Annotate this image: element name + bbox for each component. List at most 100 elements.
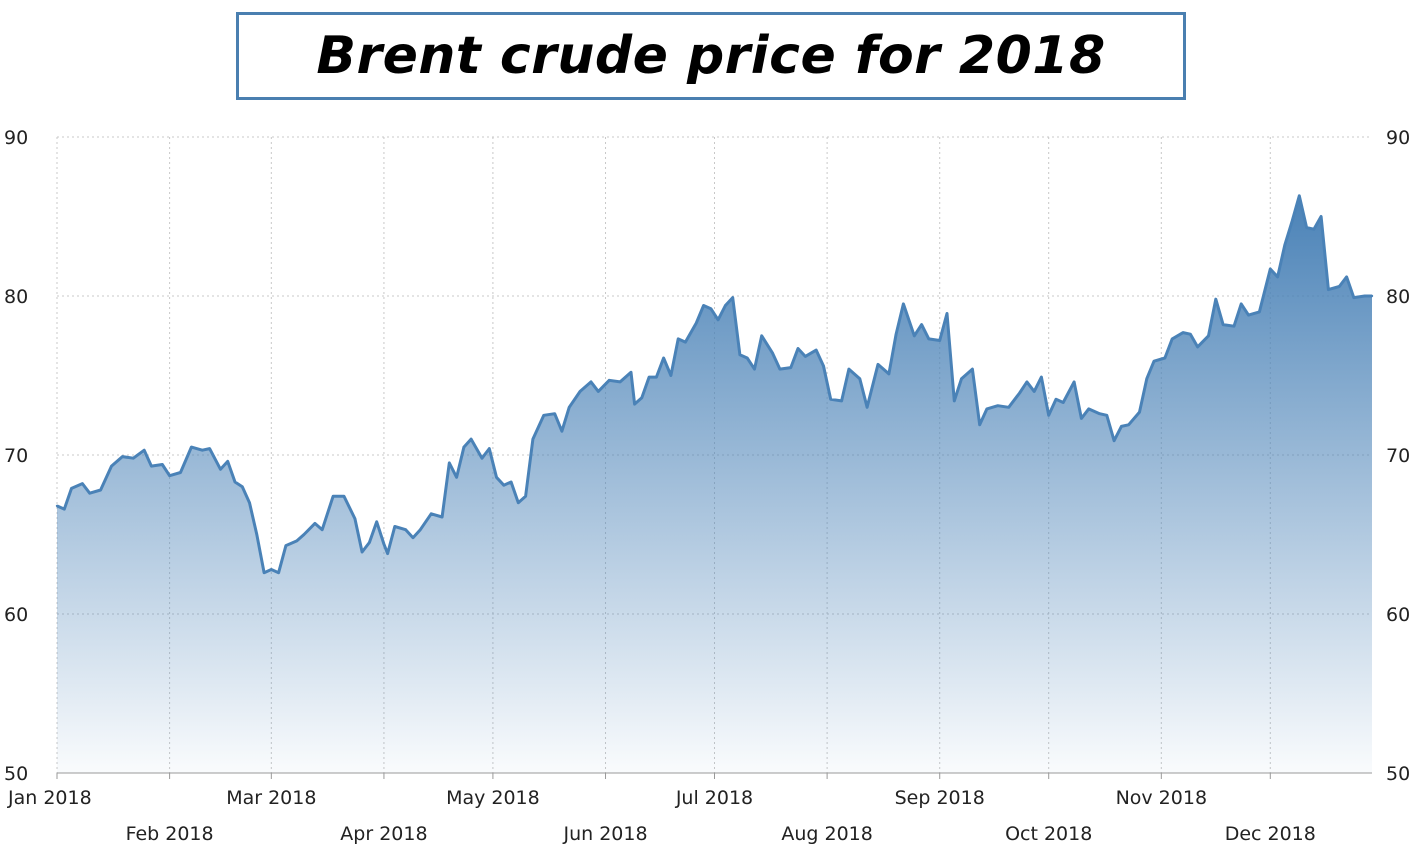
price-point (568, 406, 571, 409)
price-point (313, 522, 317, 525)
price-point (920, 323, 923, 326)
price-point (524, 495, 527, 498)
price-point (760, 334, 763, 337)
price-point (241, 485, 244, 488)
price-point (1054, 398, 1058, 401)
price-point (132, 457, 135, 460)
y-tick-label-left: 70 (4, 445, 28, 467)
price-point (1269, 267, 1272, 271)
price-point (985, 407, 989, 411)
x-tick-label: Nov 2018 (1116, 787, 1207, 809)
price-point (655, 375, 658, 379)
price-point (55, 504, 59, 508)
price-point (462, 445, 466, 449)
price-point (386, 552, 389, 555)
price-point (709, 307, 713, 310)
price-point (531, 437, 535, 441)
price-point (1276, 275, 1279, 279)
price-point (1363, 294, 1366, 298)
price-point (1305, 226, 1308, 229)
price-point (1138, 410, 1141, 414)
price-point (796, 347, 800, 350)
price-point (938, 339, 941, 342)
price-point (1352, 296, 1356, 299)
price-point (88, 492, 91, 495)
price-point (829, 398, 832, 401)
price-point (509, 480, 513, 484)
price-point (778, 367, 782, 371)
price-point (887, 372, 891, 376)
price-point (419, 528, 422, 531)
price-point (1171, 337, 1174, 341)
x-tick-label: Mar 2018 (226, 787, 316, 809)
chart-title: Brent crude price for 2018 (316, 26, 1106, 86)
price-point (1232, 325, 1236, 328)
price-point (208, 447, 211, 450)
axes: 50 50 60 60 70 70 80 80 90 90 Jan 2018 Feb 2018 Mar … (4, 127, 1410, 845)
price-point (578, 390, 582, 393)
x-tick-label: Jun 2018 (562, 823, 647, 845)
price-point (1018, 391, 1021, 395)
price-point (822, 364, 825, 368)
y-tick-label-right: 50 (1386, 763, 1410, 785)
price-point (1007, 406, 1010, 409)
price-point (724, 304, 727, 307)
price-point (746, 356, 749, 360)
price-point (702, 304, 705, 307)
price-point (1025, 380, 1029, 384)
price-point (1258, 310, 1261, 314)
price-point (411, 536, 415, 539)
price-point (647, 375, 651, 379)
price-point (1127, 423, 1130, 426)
price-point (789, 366, 792, 369)
price-point (971, 367, 974, 371)
price-point (277, 571, 280, 574)
x-tick-label: Jan 2018 (7, 787, 92, 809)
price-point (321, 528, 324, 531)
price-point (353, 517, 357, 520)
price-point (1047, 414, 1050, 417)
price-point (150, 464, 153, 468)
price-point (233, 480, 237, 484)
price-point (1189, 333, 1192, 336)
price-area (55, 194, 1374, 774)
price-point (201, 449, 204, 452)
price-point (219, 468, 222, 471)
price-point (662, 356, 665, 360)
price-point (99, 488, 102, 492)
price-point (553, 412, 556, 415)
x-tick-label: May 2018 (446, 787, 540, 809)
price-point (633, 402, 636, 406)
y-tick-label-left: 90 (4, 127, 28, 149)
price-point (1062, 401, 1065, 404)
price-point (190, 445, 193, 449)
x-tick-label: Apr 2018 (340, 823, 427, 845)
price-point (1338, 285, 1341, 288)
price-point (342, 495, 346, 498)
price-point (629, 371, 633, 374)
y-tick-label-right: 90 (1386, 127, 1410, 149)
price-point (255, 533, 258, 536)
price-point (495, 476, 498, 479)
price-point (1312, 228, 1316, 231)
price-point (731, 296, 734, 299)
price-point (502, 484, 505, 487)
x-tick-label: Feb 2018 (126, 823, 214, 845)
price-point (1120, 425, 1123, 428)
price-point (560, 430, 564, 433)
price-point (1152, 360, 1156, 363)
price-point (1181, 331, 1185, 334)
price-point (1327, 288, 1330, 291)
price-point (331, 495, 335, 498)
price-area-fill (57, 195, 1372, 774)
price-point (1319, 215, 1323, 218)
price-point (815, 348, 818, 352)
price-point (455, 476, 458, 479)
price-point (393, 525, 396, 528)
price-point (168, 474, 171, 477)
price-point (1221, 323, 1225, 326)
price-point (876, 363, 880, 366)
price-point (894, 333, 898, 336)
price-point (81, 482, 84, 485)
price-point (1163, 356, 1167, 360)
